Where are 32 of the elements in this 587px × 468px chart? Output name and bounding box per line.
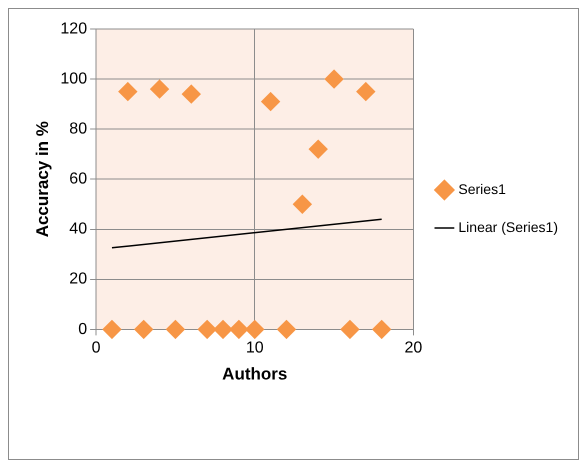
point [308, 140, 328, 159]
point [324, 70, 344, 89]
y-tick-label: 100 [60, 70, 88, 88]
point [340, 320, 360, 339]
x-tick-label: 20 [404, 339, 422, 356]
y-tick-label: 40 [69, 220, 88, 238]
legend-label: Series1 [458, 180, 506, 197]
y-tick-label: 120 [60, 20, 88, 38]
point [356, 82, 376, 102]
point [166, 320, 185, 339]
x-tick-label: 10 [246, 339, 264, 356]
point [261, 92, 280, 112]
y-tick-label: 60 [69, 170, 88, 188]
x-axis-title: Authors [222, 364, 288, 384]
point [276, 320, 296, 339]
x-tick-label: 0 [92, 339, 101, 356]
point [134, 320, 154, 339]
point [182, 84, 201, 104]
point [198, 320, 217, 339]
legend-label: Linear (Series1) [458, 218, 558, 235]
point [102, 320, 122, 339]
y-axis-title: Accuracy in % [32, 121, 52, 238]
y-tick-label: 20 [69, 270, 88, 288]
point [292, 194, 312, 214]
point [214, 320, 233, 339]
point [245, 320, 264, 339]
point [229, 320, 248, 339]
point [118, 82, 138, 102]
point [372, 320, 392, 339]
y-tick-label: 0 [78, 320, 88, 338]
point [150, 80, 170, 99]
y-tick-label: 80 [69, 120, 88, 138]
